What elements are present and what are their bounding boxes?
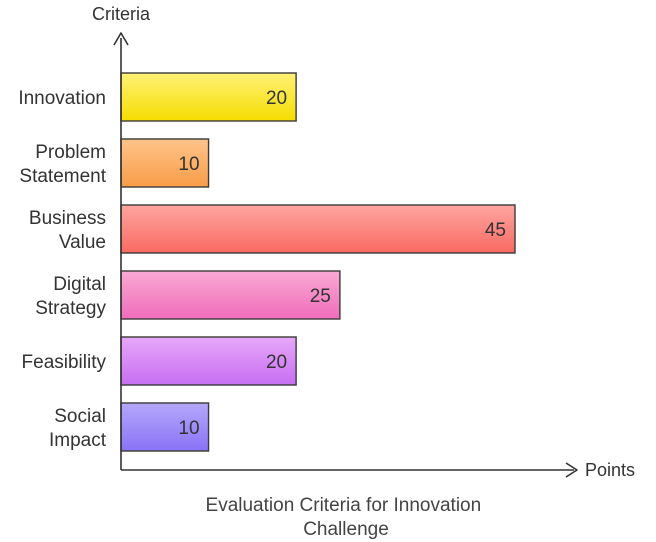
category-label-3: Digital Strategy	[35, 274, 106, 319]
category-label-0: Innovation	[18, 88, 106, 109]
category-label-5: Social Impact	[49, 406, 107, 451]
bars-layer	[120, 72, 516, 452]
y-axis-title: Criteria	[92, 4, 151, 24]
chart-title-line-1: Evaluation Criteria for Innovation	[206, 495, 482, 516]
x-axis-title: Points	[585, 460, 635, 480]
x-axis-arrow	[565, 462, 578, 478]
bar-1	[120, 138, 210, 188]
bar-value-label-5: 10	[178, 418, 199, 439]
axes-layer: Criteria Points	[92, 4, 635, 480]
labels-layer: 20 Innovation 10 Problem Statement 45 Business…	[18, 88, 506, 451]
bar-value-label-4: 20	[266, 352, 287, 373]
bar-4	[120, 336, 297, 386]
category-label-2: Business Value	[29, 208, 106, 253]
bar-5	[120, 402, 210, 452]
bar-value-label-1: 10	[178, 154, 199, 175]
bar-value-label-2: 45	[485, 220, 506, 241]
bar-value-label-0: 20	[266, 88, 287, 109]
chart-title: Evaluation Criteria for Innovation Chall…	[206, 495, 487, 540]
bar-3	[120, 270, 341, 320]
bar-value-label-3: 25	[310, 286, 331, 307]
bar-2	[120, 204, 516, 254]
category-label-4: Feasibility	[22, 352, 107, 373]
y-axis-arrow	[113, 32, 129, 46]
bar-0	[120, 72, 297, 122]
category-label-1: Problem Statement	[19, 142, 106, 187]
chart-title-line-2: Challenge	[303, 519, 389, 540]
